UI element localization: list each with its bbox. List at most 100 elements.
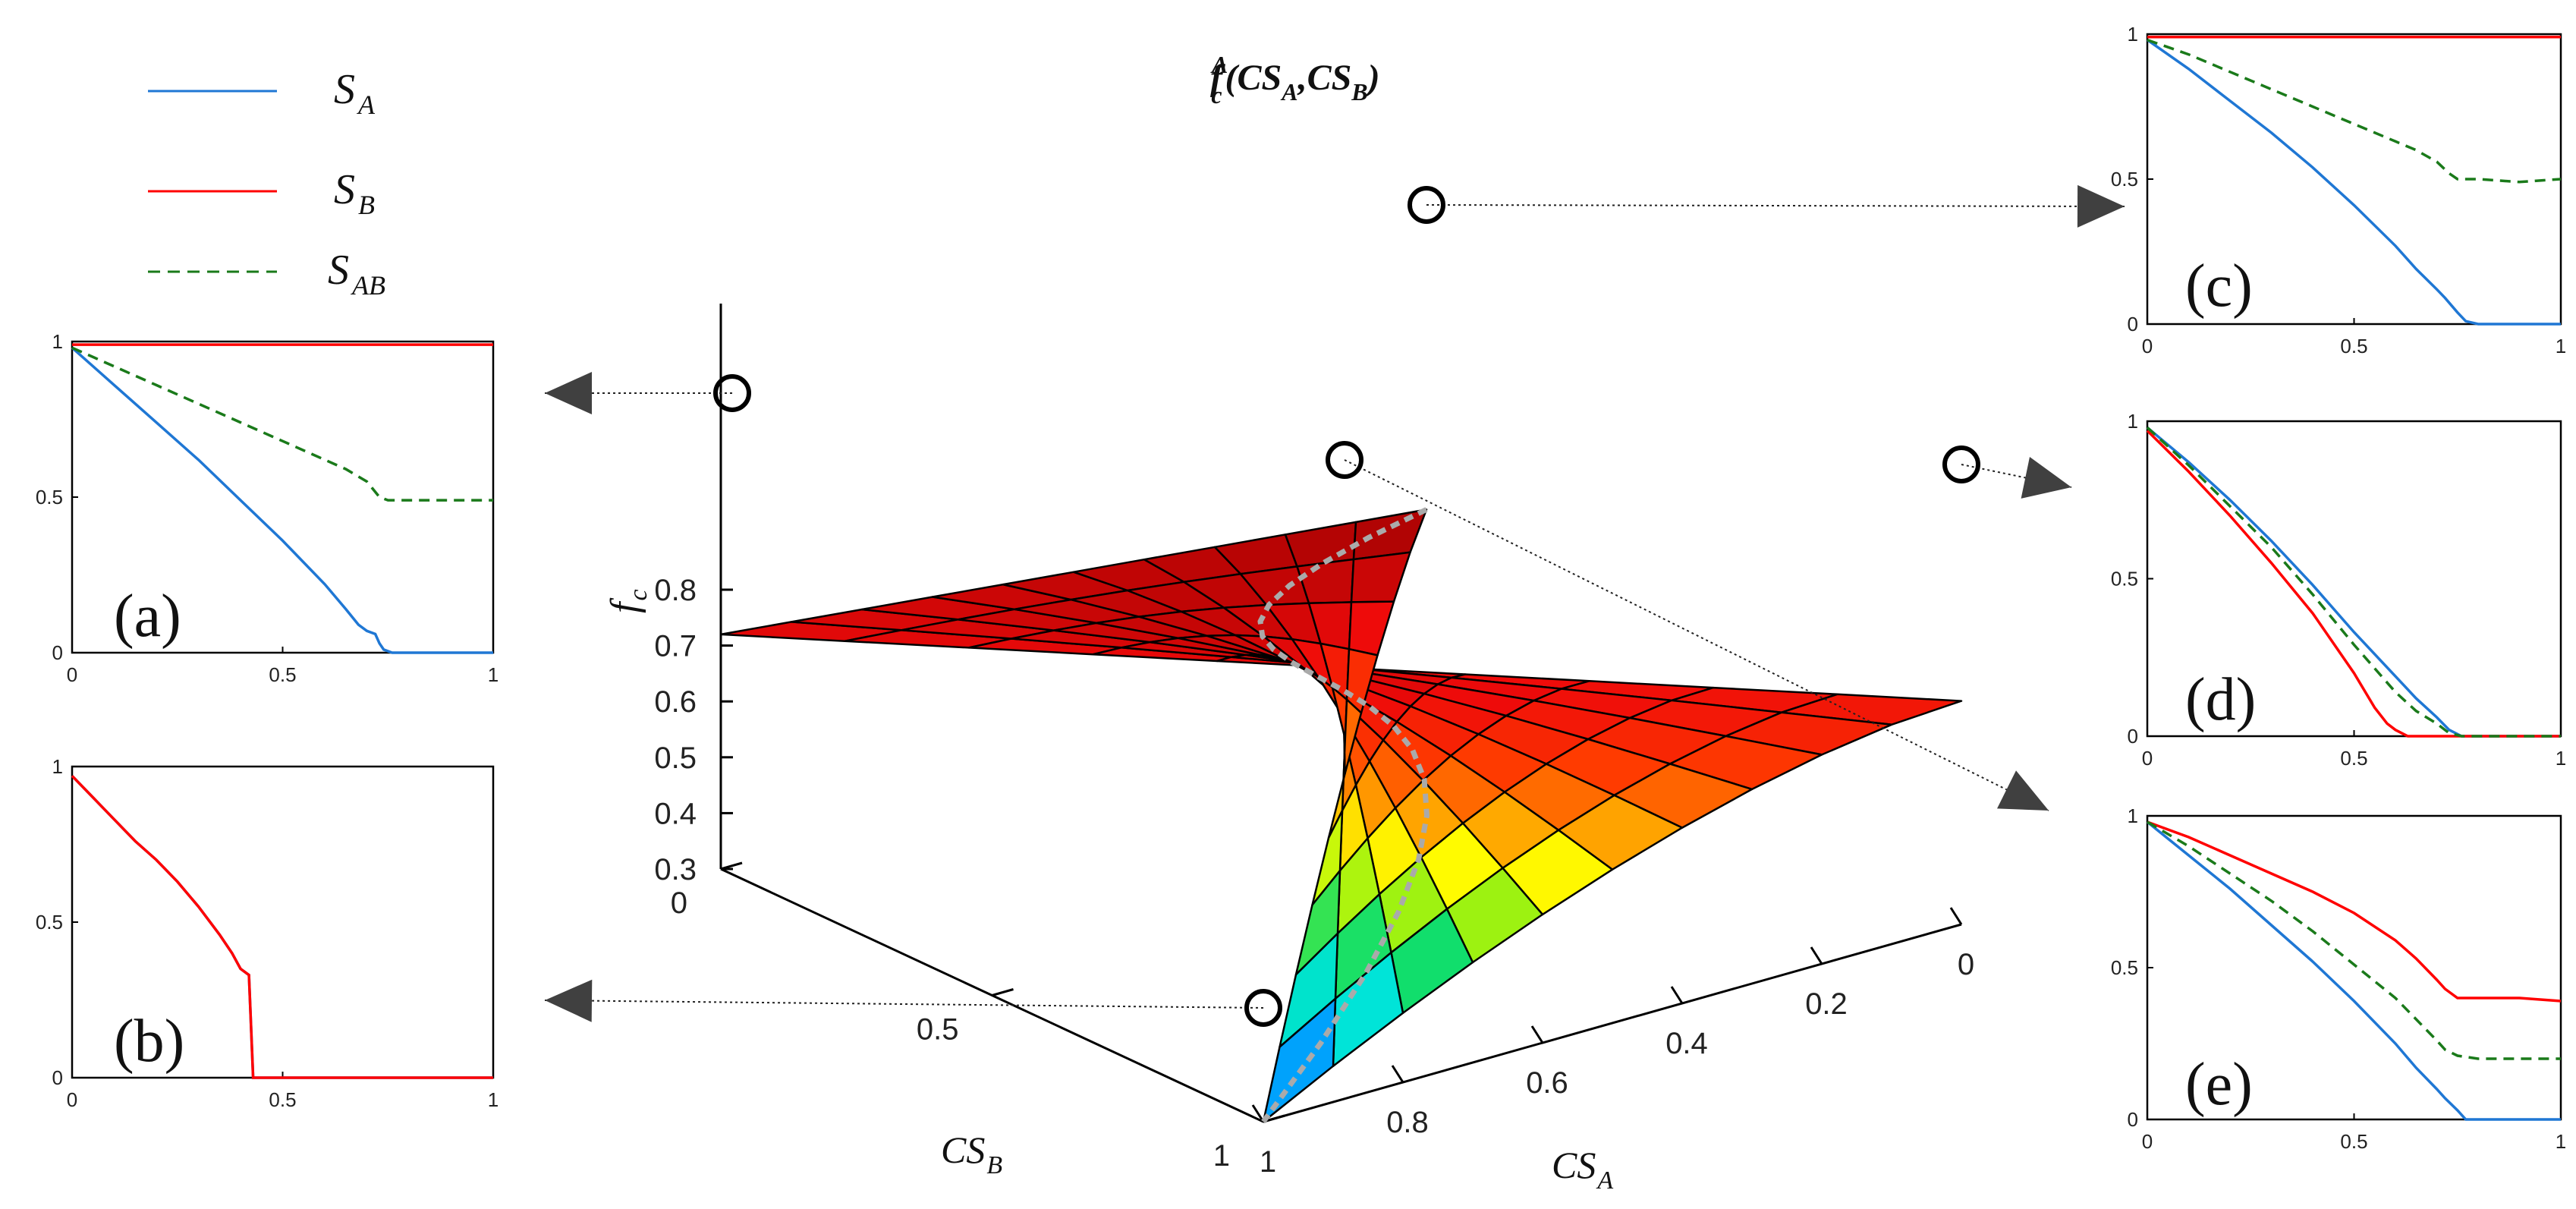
z-tick-label: 0.8 [654, 574, 697, 607]
legend-entry-sab: S AB [148, 247, 385, 301]
y-tick-label: 1 [2128, 23, 2138, 46]
subplot-panels: 0 0.5 100.51(a)0 0.5 100.51(b)0 0.5 100.51(c)0… [36, 23, 2566, 1153]
connector-c [1426, 204, 2125, 207]
marker-circle-corner-far [1408, 186, 1445, 224]
y-tick-label: 1 [2128, 410, 2138, 433]
subplot-b: 0 0.5 1 0 0.5 1 (b) [36, 755, 499, 1111]
z-tick-label: 0.3 [654, 853, 697, 886]
subplot-frame [71, 765, 495, 1079]
y-tick-label: 0 [2128, 313, 2138, 335]
series-s-a [71, 346, 493, 654]
y-tick-label: 1 [52, 755, 63, 778]
x-tick-label: 1 [488, 663, 499, 686]
y-tick-label: 0.5 [36, 911, 63, 934]
csb-tick-label: 1 [1213, 1139, 1230, 1173]
y-tick-label: 0 [52, 1066, 63, 1089]
y-tick-label: 0.5 [2111, 168, 2138, 190]
x-tick-label: 0 [2142, 335, 2153, 357]
series-s-ab [2146, 427, 2561, 738]
x-tick-label: 0.5 [269, 663, 296, 686]
y-tick-label: 0.5 [2111, 956, 2138, 979]
marker-circle-center [1326, 441, 1363, 479]
csa-tick-label: 0.4 [1665, 1027, 1708, 1060]
series-s-a [2146, 820, 2561, 1121]
y-tick-label: 0.5 [2111, 568, 2138, 590]
csb-tick-mark [992, 988, 1014, 996]
x-tick-label: 1 [2556, 335, 2566, 357]
subplot-a: 0 0.5 1 0 0.5 1 (a) [36, 330, 499, 686]
z-tick-label: 0.5 [654, 741, 697, 775]
connector-arrowhead [545, 979, 593, 1022]
x-tick-label: 1 [488, 1088, 499, 1111]
y-tick-label: 0.5 [36, 486, 63, 508]
csa-tick-label: 0.8 [1386, 1106, 1429, 1139]
y-tick-label: 0 [2128, 725, 2138, 748]
y-tick-label: 1 [52, 330, 63, 353]
connector-arrowhead [2077, 184, 2125, 228]
subplot-c: 0 0.5 1 0 0.5 1 (c) [2111, 23, 2566, 357]
marker-circle-corner-right [1942, 446, 1980, 483]
surface-patch [1348, 600, 1395, 656]
x-tick-label: 1 [2556, 747, 2566, 770]
series-s-b [2147, 820, 2562, 1003]
connector-e [1344, 459, 2049, 811]
subplot-e: 0 0.5 1 0 0.5 1 (e) [2111, 804, 2566, 1153]
csb-tick-label: 0 [671, 886, 687, 920]
csb-axis-label: CSB [941, 1129, 1002, 1179]
connector-b [544, 1000, 1264, 1009]
csa-tick-label: 0.2 [1805, 987, 1848, 1021]
csa-tick-mark [1391, 1065, 1404, 1083]
subplot-label: (e) [2185, 1051, 2253, 1118]
subplot-frame [2146, 420, 2562, 738]
marker-circle-corner-front [1244, 989, 1282, 1027]
csa-tick-mark [1949, 907, 1963, 925]
surface-patch [1352, 508, 1428, 561]
csa-tick-mark [1810, 946, 1823, 965]
csa-axis-ticks: 0 0.2 0.4 0.6 0.8 1 [1251, 907, 1974, 1179]
x-tick-label: 0 [2142, 747, 2153, 770]
surface-mesh [719, 508, 1963, 1123]
connector-arrows [544, 184, 2125, 1022]
connector-arrowhead [1997, 770, 2049, 811]
csb-axis-ticks: 00.51 [671, 861, 1285, 1173]
csa-tick-label: 0 [1958, 948, 1974, 981]
series-s-ab [2147, 38, 2562, 184]
subplot-label: (a) [114, 583, 181, 650]
series-s-a [2146, 39, 2561, 326]
z-tick-label: 0.7 [654, 630, 697, 663]
series-s-b [71, 775, 493, 1079]
subplot-frame [2146, 814, 2562, 1121]
csa-tick-mark [1670, 986, 1684, 1004]
series-s-ab [71, 346, 493, 502]
subplot-frame [71, 340, 495, 654]
subplot-label: (c) [2185, 253, 2253, 320]
x-tick-label: 0.5 [2340, 335, 2367, 357]
surface-patch [1350, 551, 1411, 603]
y-tick-label: 1 [2128, 804, 2138, 827]
x-tick-label: 0.5 [2340, 1130, 2367, 1153]
z-axis-label: fc [603, 589, 653, 613]
csa-tick-mark [1530, 1025, 1544, 1044]
subplot-label: (d) [2185, 666, 2256, 733]
series-s-ab [2147, 820, 2561, 1060]
connector-arrowhead [545, 372, 592, 414]
x-tick-label: 1 [2556, 1130, 2566, 1153]
x-tick-label: 0.5 [269, 1088, 296, 1111]
csa-axis-line [1263, 923, 1962, 1123]
marker-circle-corner-left [713, 374, 751, 412]
legend-label-sab: S AB [328, 247, 385, 301]
csa-tick-label: 0.6 [1526, 1066, 1568, 1100]
x-tick-label: 0 [67, 1088, 77, 1111]
csb-tick-label: 0.5 [917, 1013, 959, 1047]
x-tick-label: 0 [67, 663, 77, 686]
y-tick-label: 0 [52, 641, 63, 664]
z-tick-label: 0.6 [654, 685, 697, 719]
subplot-label: (b) [114, 1008, 184, 1075]
csb-tick-mark [720, 861, 743, 871]
